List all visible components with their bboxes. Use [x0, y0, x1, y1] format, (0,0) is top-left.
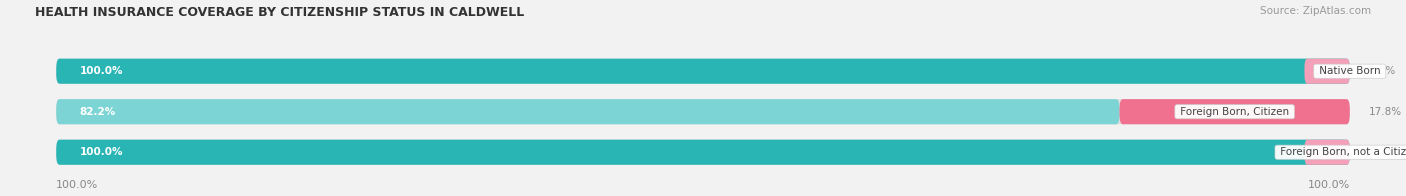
FancyBboxPatch shape: [56, 140, 1350, 165]
Text: 17.8%: 17.8%: [1369, 107, 1402, 117]
Text: Source: ZipAtlas.com: Source: ZipAtlas.com: [1260, 6, 1371, 16]
Text: 0.0%: 0.0%: [1369, 66, 1395, 76]
Text: Foreign Born, not a Citizen: Foreign Born, not a Citizen: [1277, 147, 1406, 157]
FancyBboxPatch shape: [1119, 99, 1350, 124]
FancyBboxPatch shape: [1305, 59, 1350, 84]
Text: HEALTH INSURANCE COVERAGE BY CITIZENSHIP STATUS IN CALDWELL: HEALTH INSURANCE COVERAGE BY CITIZENSHIP…: [35, 6, 524, 19]
FancyBboxPatch shape: [56, 59, 1350, 84]
FancyBboxPatch shape: [56, 99, 1350, 124]
Text: Native Born: Native Born: [1316, 66, 1384, 76]
FancyBboxPatch shape: [56, 99, 1119, 124]
Text: Foreign Born, Citizen: Foreign Born, Citizen: [1177, 107, 1292, 117]
FancyBboxPatch shape: [1305, 140, 1350, 165]
FancyBboxPatch shape: [56, 140, 1350, 165]
Text: 100.0%: 100.0%: [56, 180, 98, 190]
Text: 100.0%: 100.0%: [80, 147, 122, 157]
Text: 0.0%: 0.0%: [1369, 147, 1395, 157]
Text: 100.0%: 100.0%: [80, 66, 122, 76]
FancyBboxPatch shape: [56, 59, 1350, 84]
Text: 100.0%: 100.0%: [1308, 180, 1350, 190]
Text: 82.2%: 82.2%: [80, 107, 115, 117]
